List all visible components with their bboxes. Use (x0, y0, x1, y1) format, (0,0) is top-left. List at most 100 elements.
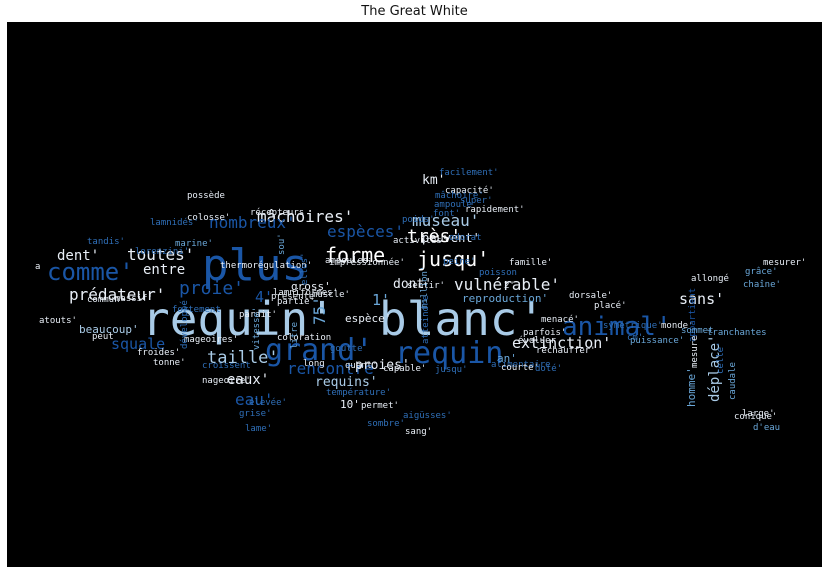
cloud-word: super' (460, 196, 493, 206)
cloud-word: eaux' (227, 372, 269, 388)
cloud-word: entre (143, 262, 185, 278)
cloud-word: prédateur' (69, 285, 165, 304)
cloud-word: nombreux' (209, 213, 296, 232)
word-cloud-shark: requin' blanc' plus grand' requin animal' comm… (35, 168, 806, 437)
cloud-word: mageoires' (184, 335, 238, 345)
cloud-word: température' (326, 387, 391, 398)
cloud-word: fortement (172, 305, 221, 315)
cloud-word: évoluer (518, 335, 557, 346)
cloud-word: appartient (688, 288, 698, 342)
cloud-word: font' (433, 209, 460, 219)
cloud-word: possède (187, 190, 225, 201)
cloud-word: sommet (681, 326, 714, 336)
cloud-word: sans' (679, 290, 724, 308)
cloud-word: requin' (142, 292, 336, 346)
cloud-word: tonne' (153, 358, 186, 368)
cloud-word: vitesse' (252, 307, 262, 350)
cloud-word: poisson (479, 268, 517, 278)
cloud-word: peut (92, 332, 114, 342)
cloud-word: celle' (716, 341, 726, 374)
cloud-word: homme' (685, 367, 698, 407)
cloud-word: commun' (87, 295, 125, 305)
cloud-word: 4' (255, 288, 273, 306)
cloud-word: ampoule (434, 200, 472, 210)
cloud-word: parfois' (523, 328, 566, 338)
cloud-word: 2' (504, 281, 515, 291)
cloud-word: chaîne' (743, 280, 781, 290)
cloud-word: comme' (47, 258, 134, 286)
cloud-word: peine' (443, 257, 476, 267)
cloud-word: grâce' (745, 267, 778, 277)
cloud-word: ampoules (325, 256, 368, 266)
cloud-word: extinction' (512, 334, 611, 352)
cloud-word: caudale (728, 362, 738, 400)
cloud-word: taille' (207, 348, 279, 368)
cloud-word: placé' (594, 300, 627, 311)
cloud-word: eau' (235, 390, 274, 409)
cloud-word: allongé (691, 273, 729, 284)
cloud-word: capacité' (445, 185, 494, 196)
cloud-word: reproduction' (462, 292, 548, 305)
cloud-word: activités' (393, 235, 447, 246)
cloud-word: sou' (277, 233, 287, 255)
cloud-word: grand' (265, 333, 373, 368)
cloud-word: proies' (355, 358, 410, 373)
cloud-word: beaucoup' (79, 323, 139, 336)
cloud-word: partie' (277, 297, 315, 307)
cloud-word: espèces' (327, 222, 404, 241)
cloud-word: facilement' (439, 168, 499, 178)
cloud-word: requin (395, 336, 503, 371)
cloud-word: massif' (115, 294, 153, 304)
cloud-word: récepteurs (250, 207, 304, 218)
cloud-word: développé (179, 300, 190, 349)
cloud-word: très' (407, 226, 461, 247)
cloud-word: blanc' (379, 292, 545, 346)
cloud-word: tandis' (87, 237, 125, 247)
cloud-word: jusqu' (435, 365, 468, 375)
cloud-word: symétrique' (603, 320, 663, 331)
cloud-word: grise' (239, 409, 272, 419)
cloud-word: courte' (501, 363, 539, 373)
cloud-word: elles' (300, 252, 310, 285)
cloud-word: long (303, 359, 325, 369)
cloud-word: toutes' (127, 245, 194, 264)
cloud-word: nageoire' (202, 376, 251, 386)
cloud-word: espèce' (345, 312, 391, 325)
cloud-word: lamniformes' (273, 288, 338, 298)
cloud-word: menacé' (541, 314, 579, 325)
cloud-word: permet' (361, 401, 399, 411)
cloud-word: a (35, 262, 40, 272)
cloud-word: doté' (535, 363, 562, 374)
cloud-word: aigüsses' (403, 411, 452, 421)
cloud-word: dorsale' (569, 291, 612, 301)
cloud-word: mâchoires' (257, 207, 353, 226)
cloud-word: marine' (175, 239, 213, 249)
cloud-word: famille' (509, 258, 552, 268)
cloud-word: quant' (345, 361, 378, 371)
cloud-word: d'eau (753, 423, 780, 433)
cloud-word: rencontre (287, 359, 374, 378)
cloud-word: animal' (562, 312, 672, 342)
cloud-word: alimentaire (491, 360, 551, 370)
cloud-word: lame' (245, 424, 272, 434)
cloud-word: froides' (137, 348, 180, 358)
cloud-word: mesurer' (763, 258, 806, 268)
cloud-word: 10' (340, 398, 360, 411)
cloud-word: an' (497, 352, 517, 365)
cloud-word: dont' (393, 277, 432, 292)
cloud-word: tranchantes (707, 328, 767, 338)
word-cloud-canvas: requin' blanc' plus grand' requin animal' comm… (7, 22, 822, 567)
cloud-word: impressionnée' (329, 257, 405, 268)
cloud-word: large' (742, 409, 775, 419)
cloud-word: museau' (412, 211, 479, 230)
cloud-word: colosse' (187, 213, 230, 223)
cloud-word: vulnérable' (454, 275, 560, 294)
cloud-word: odorat (449, 233, 482, 243)
cloud-word: poids' (402, 215, 435, 225)
cloud-word: goutte (330, 344, 363, 354)
cloud-word: puissance' (630, 336, 684, 346)
cloud-word: sentir' (407, 281, 445, 291)
cloud-word: gross' (291, 280, 331, 293)
cloud-word: requins' (315, 375, 378, 390)
cloud-word: 1' (372, 291, 390, 309)
